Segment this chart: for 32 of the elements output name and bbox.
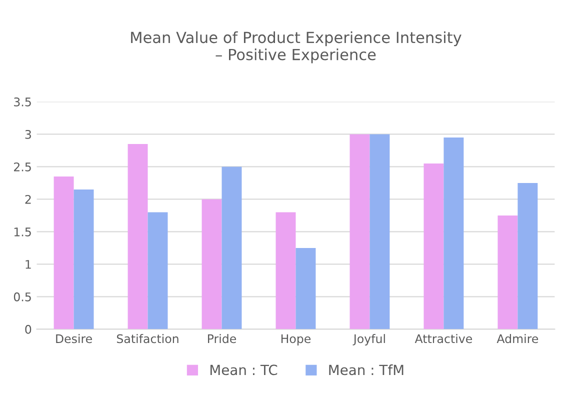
y-tick-label: 1.5 <box>14 228 31 236</box>
bar <box>202 199 222 330</box>
legend-label: Mean : TC <box>210 364 278 376</box>
y-tick-label: 3 <box>25 130 31 139</box>
bar <box>148 212 168 330</box>
y-tick-label: 2 <box>25 194 31 204</box>
bar <box>54 176 74 330</box>
bar <box>444 137 464 330</box>
bar <box>128 144 148 330</box>
y-tick-label: 3.5 <box>14 97 31 106</box>
y-tick-label: 1 <box>26 260 31 269</box>
y-tick-label: 0 <box>25 324 32 334</box>
x-tick-label: Admire <box>496 334 538 344</box>
y-tick-label: 2.5 <box>14 162 31 172</box>
bar <box>74 189 94 330</box>
bar <box>498 215 518 330</box>
bar <box>370 134 390 330</box>
chart-title: Mean Value of Product Experience Intensity – Positive Experience <box>131 31 462 64</box>
y-tick-label: 0.5 <box>14 292 31 302</box>
x-tick-label: Joyful <box>352 334 385 346</box>
bar <box>518 182 538 330</box>
bar <box>276 212 296 330</box>
bar <box>222 166 242 330</box>
x-tick-label: Desire <box>56 334 92 344</box>
x-tick-label: Attractive <box>414 334 472 344</box>
legend-label: Mean : TfM <box>329 364 404 376</box>
x-tick-label: Satifaction <box>116 334 178 344</box>
bar <box>296 248 316 330</box>
x-tick-label: Pride <box>208 334 236 344</box>
bar <box>424 163 444 330</box>
x-tick-label: Hope <box>281 334 311 346</box>
bar <box>350 134 370 330</box>
